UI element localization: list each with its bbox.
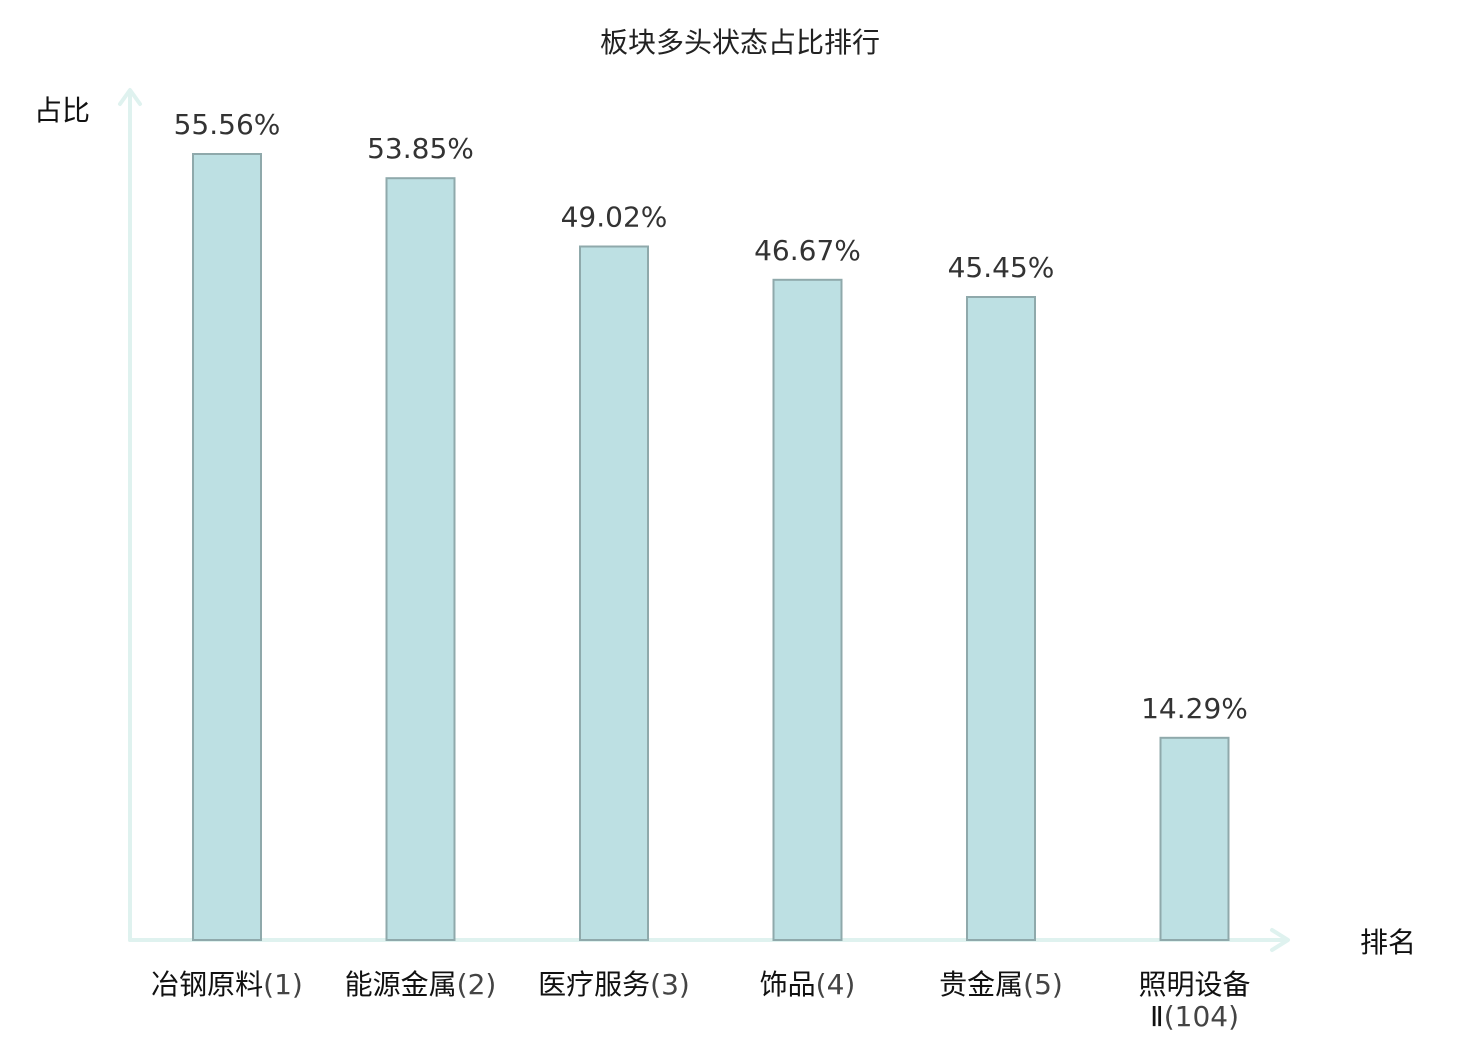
- category-label: 贵金属(5): [939, 968, 1063, 1001]
- category-name: 能源金属: [345, 968, 457, 1001]
- category-rank: (1): [263, 968, 303, 1001]
- y-axis-label: 占比: [34, 94, 90, 127]
- category-rank: (2): [457, 968, 497, 1001]
- bar-value-label: 53.85%: [367, 132, 474, 165]
- category-rank: (104): [1164, 1000, 1239, 1033]
- bar: [192, 153, 262, 941]
- category-name: 贵金属: [939, 968, 1023, 1001]
- bar-value-label: 46.67%: [754, 234, 861, 267]
- y-axis-arrow: [118, 88, 142, 106]
- x-axis-arrow: [1270, 928, 1290, 952]
- bar-value-label: 55.56%: [174, 108, 281, 141]
- category-name: 医疗服务: [538, 968, 650, 1001]
- category-rank: (4): [816, 968, 856, 1001]
- x-axis-label: 排名: [1360, 926, 1416, 959]
- bars-group: 55.56% 冶钢原料(1) 53.85% 能源金属(2) 49.02% 医疗服务(3) 4…: [151, 108, 1250, 1033]
- category-label: 饰品(4): [760, 968, 856, 1001]
- bar: [1159, 736, 1230, 941]
- bar-value-label: 49.02%: [561, 201, 668, 234]
- category-name: 饰品: [760, 968, 816, 1001]
- chart-title: 板块多头状态占比排行: [600, 26, 880, 59]
- bar-value-label: 45.45%: [948, 251, 1055, 284]
- bar: [772, 278, 843, 941]
- category-label: 能源金属(2): [345, 968, 497, 1001]
- category-label: 医疗服务(3): [538, 968, 690, 1001]
- bar: [579, 245, 649, 941]
- category-rank: (5): [1023, 968, 1063, 1001]
- category-name: 照明设备: [1138, 968, 1250, 1001]
- bar: [966, 296, 1036, 941]
- category-label: 冶钢原料(1): [151, 968, 303, 1001]
- category-name: 冶钢原料: [151, 968, 263, 1001]
- bar-value-label: 14.29%: [1141, 692, 1248, 725]
- category-name-suffix: Ⅱ: [1150, 1000, 1164, 1033]
- category-label: 照明设备: [1138, 968, 1250, 1001]
- category-rank: (3): [650, 968, 690, 1001]
- bar: [385, 177, 456, 941]
- category-label-line2: Ⅱ(104): [1150, 1000, 1239, 1033]
